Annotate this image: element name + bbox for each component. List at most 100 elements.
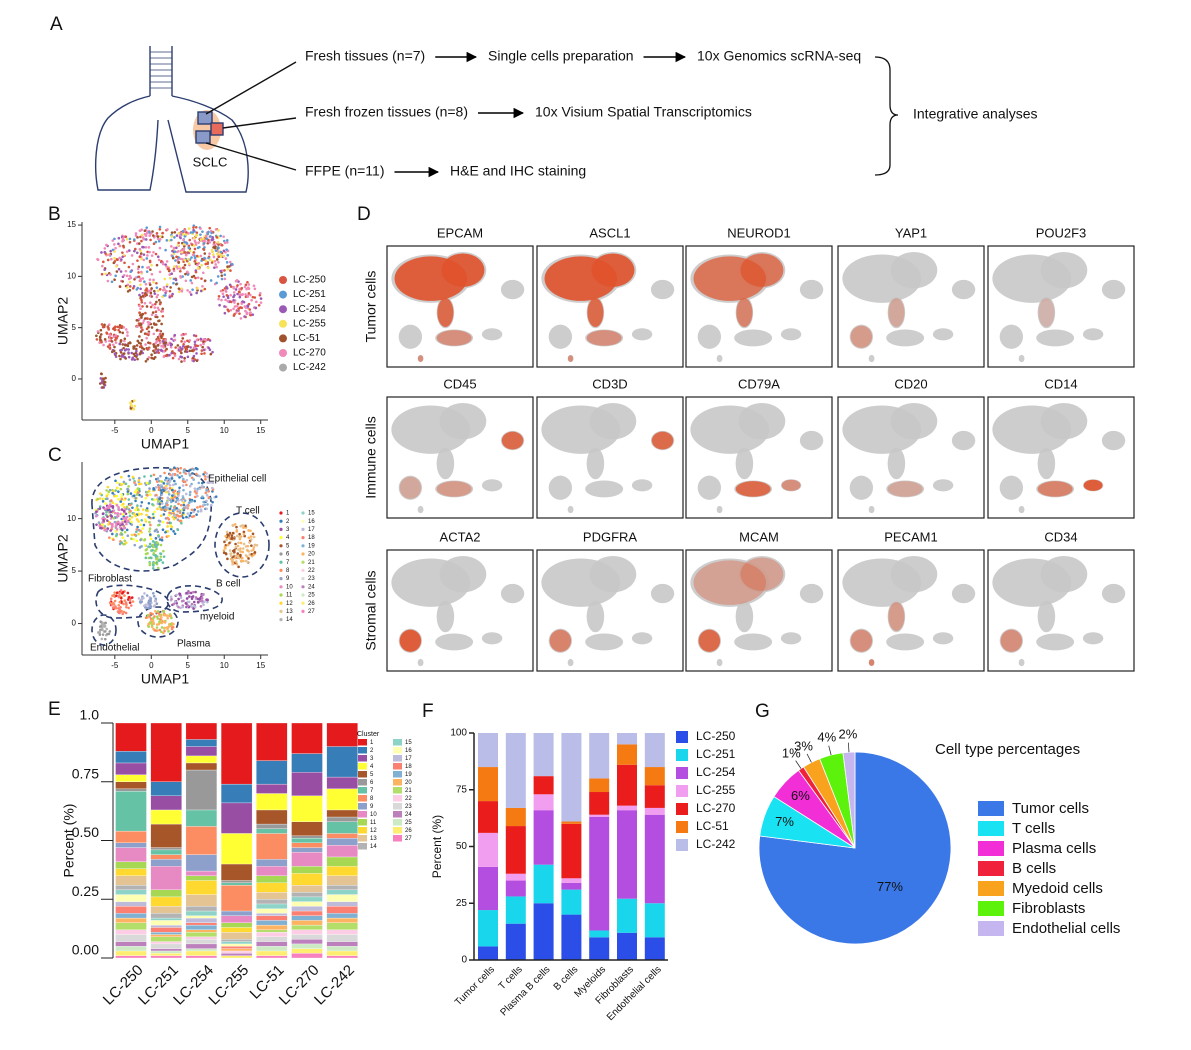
cell-dot [128,598,132,602]
cell-dot [101,500,105,503]
legend-swatch [279,560,283,564]
cell-dot [127,351,130,354]
expression-shade [441,253,485,287]
cell-dot [139,342,143,345]
cell-dot [201,230,204,233]
bar-segment [256,899,288,905]
cell-dot [155,232,159,235]
cell-dot [159,543,163,547]
cell-dot [176,528,180,532]
cell-dot [148,230,151,234]
cell-dot [124,235,128,238]
cell-dot [140,325,143,329]
legend-swatch [279,305,287,314]
cell-dot [250,552,254,556]
cell-dot [159,514,163,518]
cell-dot [224,257,228,260]
cell-dot [238,312,241,315]
cell-dot [167,481,170,484]
cell-dot [110,515,114,518]
cell-dot [179,234,182,237]
cell-dot [152,516,155,520]
cell-dot [241,550,244,554]
cell-dot [108,503,112,506]
x-tick-label: 15 [256,426,265,435]
bar-segment [185,762,218,771]
bar-segment [115,929,147,935]
cell-dot [125,528,129,532]
cell-dot [114,355,118,358]
cell-dot [221,292,225,296]
cell-dot [135,530,138,534]
cell-dot [118,354,121,358]
cell-dot [166,343,170,346]
cell-dot [246,549,250,552]
cell-dot [170,351,173,355]
bar-segment [150,889,182,898]
cell-dot [188,238,192,242]
cell-dot [132,407,136,411]
cell-dot [121,512,125,516]
cell-dot [208,252,211,255]
cell-dot [162,610,166,613]
bar-segment [326,941,358,947]
cell-dot [124,601,128,604]
cell-dot [150,287,153,290]
cell-dot [176,491,180,495]
cell-dot [102,497,106,501]
cell-dot [162,350,166,353]
cell-dot [179,514,183,518]
cell-dot [155,281,158,285]
cell-dot [214,263,217,266]
cluster-outlines [91,466,270,646]
cell-dot [201,503,205,507]
cell-dot [202,248,206,251]
cell-dot [146,490,149,494]
bar-segment [220,946,253,949]
bar-segment [291,753,323,773]
legend-label: 14 [286,617,293,623]
cell-dot [208,474,212,478]
cell-dot [203,471,207,474]
cell-dot [156,477,160,480]
expression-shade [735,481,771,497]
leader-line [806,753,812,763]
cell-dot [131,600,135,603]
cell-dot [148,516,151,519]
cell-dot [136,487,140,490]
cell-dot [100,272,104,276]
umap-shape [999,475,1024,500]
cell-dot [160,630,163,634]
cell-dot [185,591,189,595]
cell-dot [142,319,146,322]
umap-shape [548,475,573,500]
cell-dot [170,231,174,234]
cell-dot [102,380,106,383]
legend-swatch [393,819,402,826]
bar-segment [478,866,498,911]
x-tick-label: 0 [149,661,154,670]
cell-dot [136,357,139,361]
cell-dot [223,277,227,281]
cell-dot [114,479,117,483]
cell-dot [136,286,140,290]
cell-dot [130,533,134,537]
bar-segment [185,950,218,956]
bar-segment [326,922,358,930]
cell-dot [185,347,189,351]
cell-dot [195,347,198,351]
cell-dot [203,600,206,603]
cell-dot [183,340,186,344]
cell-dot [122,273,126,277]
bar-segment [291,953,323,959]
cell-dot [192,600,196,604]
cell-dot [251,313,255,316]
cell-dot [161,340,165,343]
cell-dot [148,481,152,485]
cell-dot [165,289,168,293]
cell-dot [212,243,216,246]
cell-dot [177,605,180,609]
cell-dot [183,346,187,349]
cell-dot [109,273,112,276]
cell-dot [158,227,162,231]
